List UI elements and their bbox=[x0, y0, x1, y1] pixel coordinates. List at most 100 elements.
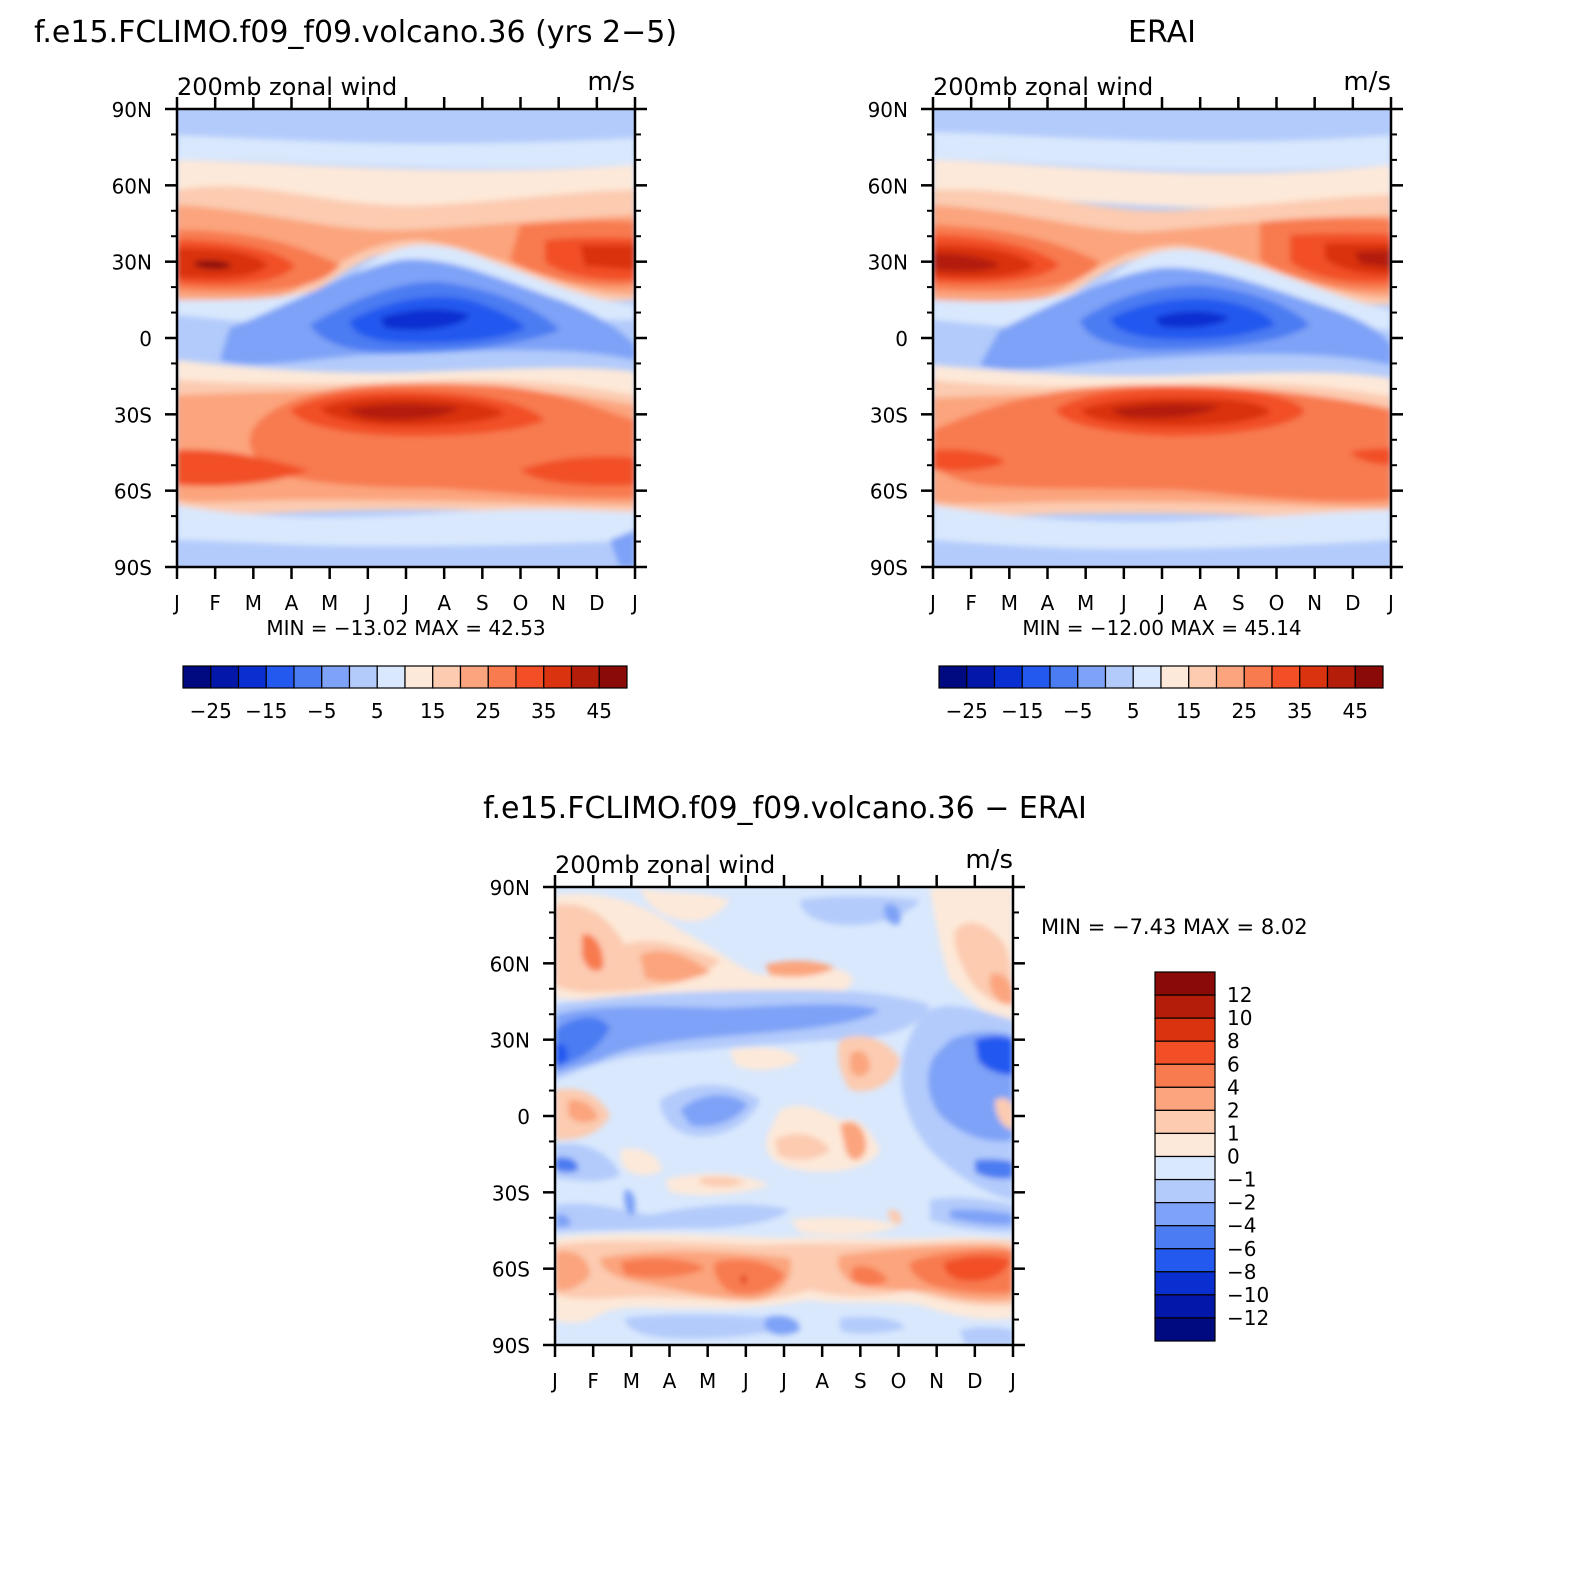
x-tick-label: M bbox=[623, 1369, 640, 1393]
colorbar-label: 25 bbox=[1232, 699, 1257, 723]
colorbar-label: 10 bbox=[1227, 1006, 1252, 1030]
colorbar-label: 12 bbox=[1227, 983, 1252, 1007]
y-tick-label: 60S bbox=[492, 1258, 530, 1282]
colorbar-swatch bbox=[293, 665, 323, 689]
x-tick-label: N bbox=[929, 1369, 944, 1393]
min-max-stats: MIN = −12.00 MAX = 45.14 bbox=[1022, 616, 1301, 640]
colorbar-swatch bbox=[1077, 665, 1107, 689]
panel-subtitle: 200mb zonal wind bbox=[555, 851, 775, 879]
y-tick-label: 30S bbox=[870, 403, 908, 427]
y-tick-label: 0 bbox=[139, 327, 152, 351]
x-tick-label: N bbox=[1307, 591, 1322, 615]
colorbar-swatch bbox=[1154, 1063, 1216, 1088]
y-tick-label: 90N bbox=[868, 98, 908, 122]
colorbar-label: 5 bbox=[1127, 699, 1140, 723]
colorbar-label: −8 bbox=[1227, 1260, 1256, 1284]
colorbar-swatch bbox=[182, 665, 212, 689]
colorbar-swatch bbox=[487, 665, 517, 689]
x-tick-label: J bbox=[741, 1369, 749, 1393]
x-tick-label: A bbox=[815, 1369, 829, 1393]
colorbar-swatch bbox=[1154, 1202, 1216, 1227]
colorbar-swatch bbox=[404, 665, 434, 689]
colorbar-swatch bbox=[1154, 1017, 1216, 1042]
colorbar-label: −5 bbox=[1063, 699, 1092, 723]
x-tick-label: M bbox=[1077, 591, 1094, 615]
x-tick-label: M bbox=[699, 1369, 716, 1393]
colorbar-swatch bbox=[1049, 665, 1079, 689]
x-tick-label: A bbox=[437, 591, 451, 615]
x-tick-label: S bbox=[1232, 591, 1245, 615]
y-tick-label: 30N bbox=[868, 251, 908, 275]
colorbar-swatch bbox=[237, 665, 267, 689]
colorbar-swatch bbox=[1215, 665, 1245, 689]
min-max-stats: MIN = −13.02 MAX = 42.53 bbox=[266, 616, 545, 640]
x-tick-label: J bbox=[1157, 591, 1165, 615]
y-tick-label: 90N bbox=[112, 98, 152, 122]
y-tick-label: 0 bbox=[517, 1105, 530, 1129]
colorbar-swatch bbox=[1154, 1271, 1216, 1296]
colorbar-swatch bbox=[1354, 665, 1384, 689]
colorbar-swatch bbox=[1132, 665, 1162, 689]
colorbar-swatch bbox=[1154, 1225, 1216, 1250]
x-tick-label: N bbox=[551, 591, 566, 615]
x-tick-label: M bbox=[1001, 591, 1018, 615]
y-tick-label: 90S bbox=[492, 1334, 530, 1358]
colorbar-swatch bbox=[1154, 994, 1216, 1019]
x-tick-label: J bbox=[1386, 591, 1394, 615]
x-tick-label: D bbox=[589, 591, 604, 615]
colorbar-label: −10 bbox=[1227, 1283, 1269, 1307]
panel-model: f.e15.FCLIMO.f09_f09.volcano.36 (yrs 2−5… bbox=[34, 15, 677, 723]
x-tick-label: F bbox=[965, 591, 977, 615]
colorbar-label: 45 bbox=[1343, 699, 1368, 723]
colorbar-swatch bbox=[570, 665, 600, 689]
colorbar-swatch bbox=[1154, 1086, 1216, 1111]
colorbar-swatch bbox=[1160, 665, 1190, 689]
colorbar-swatch bbox=[1021, 665, 1051, 689]
colorbar-label: 4 bbox=[1227, 1075, 1240, 1099]
x-tick-label: J bbox=[363, 591, 371, 615]
colorbar-swatch bbox=[515, 665, 545, 689]
colorbar-swatch bbox=[1154, 1248, 1216, 1273]
x-tick-label: J bbox=[401, 591, 409, 615]
panel-title: ERAI bbox=[1128, 15, 1196, 50]
colorbar-swatch bbox=[1271, 665, 1301, 689]
x-tick-label: A bbox=[285, 591, 299, 615]
colorbar-swatch bbox=[1154, 1132, 1216, 1158]
colorbar-swatch bbox=[1154, 1155, 1216, 1181]
colorbar-swatch bbox=[432, 665, 462, 689]
colorbar-swatch bbox=[1326, 665, 1356, 689]
colorbar-swatch bbox=[376, 665, 406, 689]
panel-difference: f.e15.FCLIMO.f09_f09.volcano.36 − ERAI 2… bbox=[483, 791, 1307, 1393]
x-tick-label: A bbox=[1041, 591, 1055, 615]
panel-subtitle: 200mb zonal wind bbox=[933, 73, 1153, 101]
x-tick-label: A bbox=[1193, 591, 1207, 615]
colorbar-swatch bbox=[1154, 971, 1216, 996]
colorbar-label: −1 bbox=[1227, 1168, 1256, 1192]
colorbar-label: 8 bbox=[1227, 1029, 1240, 1053]
contour-field bbox=[555, 887, 1013, 1345]
colorbar-swatch bbox=[1154, 1317, 1216, 1342]
x-tick-label: S bbox=[854, 1369, 867, 1393]
x-tick-label: O bbox=[513, 591, 529, 615]
units-label: m/s bbox=[587, 67, 635, 97]
colorbar-label: 5 bbox=[371, 699, 384, 723]
y-tick-label: 30S bbox=[114, 403, 152, 427]
x-tick-label: J bbox=[172, 591, 180, 615]
x-tick-label: J bbox=[550, 1369, 558, 1393]
colorbar-label: 0 bbox=[1227, 1145, 1240, 1169]
colorbar-swatch bbox=[1154, 1294, 1216, 1319]
colorbar-label: −12 bbox=[1227, 1306, 1269, 1330]
panel-erai: ERAI 200mb zonal wind m/s bbox=[868, 15, 1403, 723]
colorbar-swatch bbox=[265, 665, 295, 689]
colorbar-label: 35 bbox=[531, 699, 556, 723]
colorbar-label: −6 bbox=[1227, 1237, 1256, 1261]
colorbar: −25 −15 −5 5 15 25 35 45 bbox=[938, 665, 1384, 723]
colorbar-label: 45 bbox=[587, 699, 612, 723]
colorbar-label: −5 bbox=[307, 699, 336, 723]
colorbar-swatch bbox=[1104, 665, 1134, 689]
units-label: m/s bbox=[965, 845, 1013, 875]
colorbar-swatch bbox=[1154, 1040, 1216, 1065]
min-max-stats: MIN = −7.43 MAX = 8.02 bbox=[1041, 915, 1308, 939]
x-tick-label: M bbox=[245, 591, 262, 615]
